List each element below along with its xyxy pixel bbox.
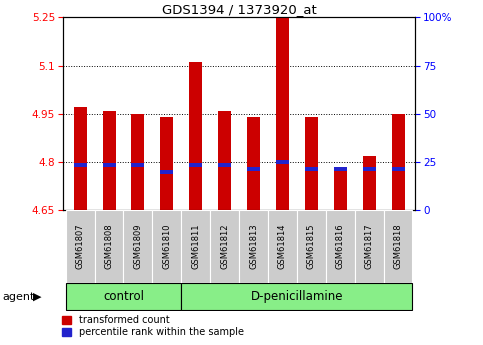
Text: GSM61810: GSM61810 xyxy=(162,224,171,269)
Bar xyxy=(384,210,412,283)
Text: ▶: ▶ xyxy=(33,292,42,302)
Bar xyxy=(334,167,347,170)
Bar xyxy=(66,284,181,310)
Text: GSM61817: GSM61817 xyxy=(365,224,374,269)
Bar xyxy=(334,169,347,210)
Bar xyxy=(95,210,124,283)
Text: GSM61809: GSM61809 xyxy=(133,224,142,269)
Bar xyxy=(392,114,405,210)
Text: GSM61814: GSM61814 xyxy=(278,224,287,269)
Bar xyxy=(160,117,173,210)
Bar xyxy=(73,107,86,210)
Bar xyxy=(73,164,86,167)
Bar xyxy=(102,111,115,210)
Text: GSM61815: GSM61815 xyxy=(307,224,316,269)
Bar xyxy=(363,156,376,210)
Bar xyxy=(247,117,260,210)
Text: GSM61816: GSM61816 xyxy=(336,224,345,269)
Text: agent: agent xyxy=(2,292,35,302)
Bar xyxy=(363,167,376,170)
Bar xyxy=(326,210,355,283)
Bar xyxy=(189,164,202,167)
Text: GSM61807: GSM61807 xyxy=(76,224,85,269)
Bar xyxy=(276,17,289,210)
Text: GSM61812: GSM61812 xyxy=(220,224,229,269)
Bar xyxy=(181,210,210,283)
Bar xyxy=(218,111,231,210)
Bar xyxy=(160,170,173,174)
Bar xyxy=(276,160,289,164)
Text: control: control xyxy=(103,290,144,303)
Bar xyxy=(189,62,202,210)
Bar xyxy=(102,164,115,167)
Bar xyxy=(152,210,181,283)
Text: D-penicillamine: D-penicillamine xyxy=(251,290,343,303)
Bar xyxy=(247,167,260,170)
Bar xyxy=(131,114,144,210)
Text: GSM61818: GSM61818 xyxy=(394,224,402,269)
Text: GSM61811: GSM61811 xyxy=(191,224,200,269)
Bar xyxy=(181,284,412,310)
Text: GSM61813: GSM61813 xyxy=(249,224,258,269)
Bar xyxy=(124,210,152,283)
Bar xyxy=(210,210,239,283)
Bar xyxy=(355,210,384,283)
Bar xyxy=(305,167,318,170)
Bar xyxy=(297,210,326,283)
Bar xyxy=(218,164,231,167)
Title: GDS1394 / 1373920_at: GDS1394 / 1373920_at xyxy=(162,3,316,16)
Text: GSM61808: GSM61808 xyxy=(104,224,114,269)
Bar xyxy=(66,210,95,283)
Bar xyxy=(305,117,318,210)
Bar xyxy=(268,210,297,283)
Bar xyxy=(131,164,144,167)
Bar xyxy=(239,210,268,283)
Bar xyxy=(392,167,405,170)
Legend: transformed count, percentile rank within the sample: transformed count, percentile rank withi… xyxy=(62,315,244,337)
